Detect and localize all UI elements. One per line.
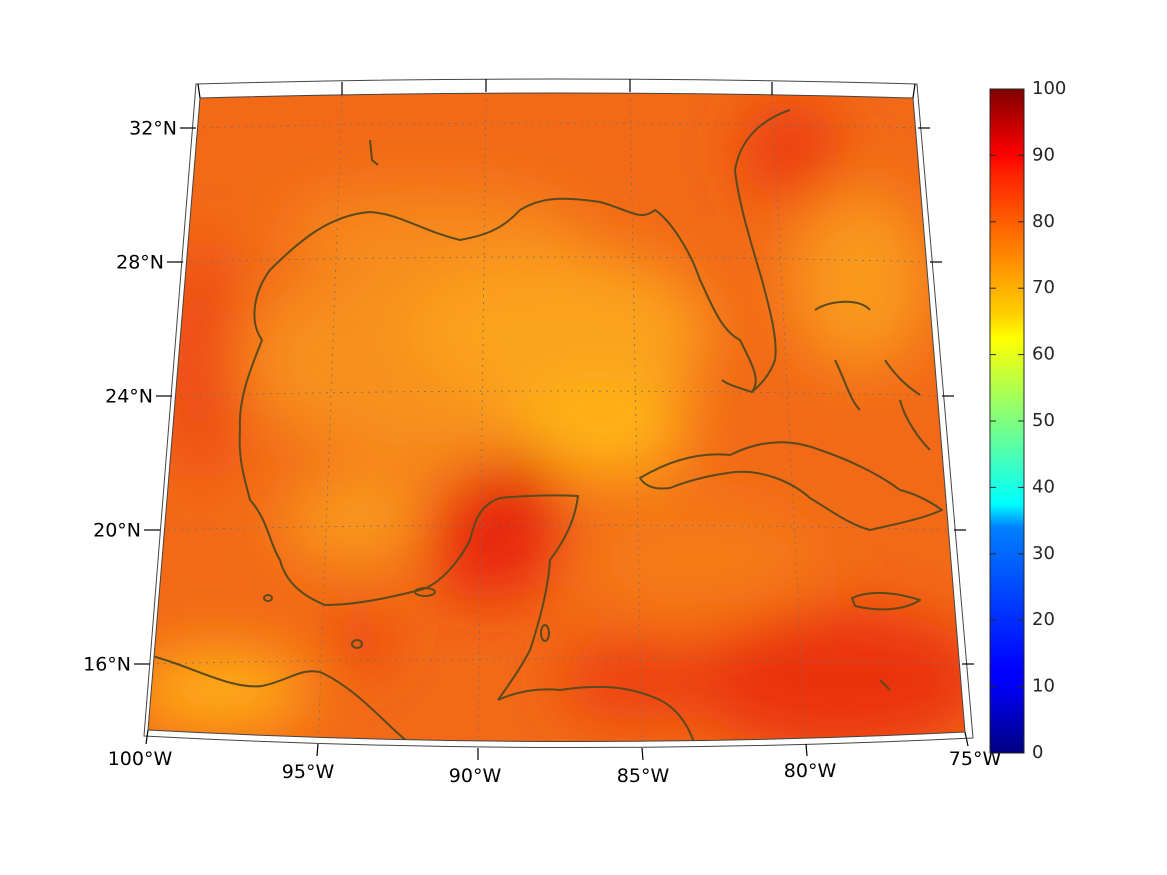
colorbar-tick-label: 70	[1032, 277, 1055, 298]
colorbar-tick-label: 20	[1032, 609, 1055, 630]
lon-labels: 100°W 95°W 90°W 85°W 80°W 75°W	[108, 748, 1002, 787]
coastlines	[148, 109, 943, 742]
colorbar-tick-label: 10	[1032, 676, 1055, 697]
lon-label-85w: 85°W	[617, 765, 670, 787]
lat-label-24n: 24°N	[105, 386, 153, 408]
lon-label-90w: 90°W	[449, 765, 502, 787]
colorbar-tick-label: 80	[1032, 211, 1055, 232]
lon-label-75w: 75°W	[949, 748, 1002, 770]
colorbar: 0 10 20 30 40 50 60 70 80 90 100	[989, 78, 1066, 763]
lon-label-100w: 100°W	[108, 748, 173, 770]
data-field	[148, 93, 965, 742]
colorbar-tick-label: 30	[1032, 543, 1055, 564]
colorbar-tick-label: 40	[1032, 476, 1055, 497]
lon-label-95w: 95°W	[282, 761, 335, 783]
lon-label-80w: 80°W	[784, 760, 837, 782]
colorbar-tick-label: 0	[1032, 742, 1043, 763]
lat-label-20n: 20°N	[93, 520, 141, 542]
lat-label-16n: 16°N	[83, 654, 131, 676]
colorbar-ticks: 0 10 20 30 40 50 60 70 80 90 100	[990, 78, 1066, 763]
lat-label-32n: 32°N	[129, 118, 177, 140]
graticule	[149, 93, 963, 742]
map-outer-frame	[143, 78, 974, 749]
lat-label-28n: 28°N	[116, 252, 164, 274]
lon-ticks	[145, 79, 969, 761]
colorbar-tick-label: 50	[1032, 410, 1055, 431]
map-frame	[147, 92, 966, 743]
colorbar-tick-label: 90	[1032, 144, 1055, 165]
lat-ticks	[134, 127, 974, 665]
colorbar-tick-label: 100	[1032, 78, 1066, 99]
lat-labels: 32°N 28°N 24°N 20°N 16°N	[83, 118, 177, 676]
colorbar-tick-label: 60	[1032, 344, 1055, 365]
